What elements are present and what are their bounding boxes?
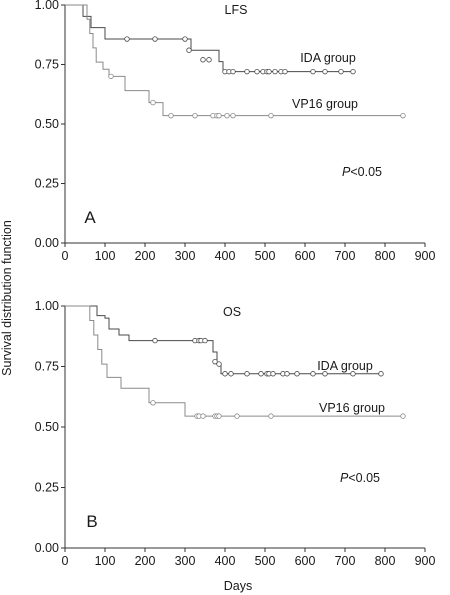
censored-marker: [212, 358, 218, 365]
censored-marker: [150, 400, 156, 406]
censored-marker: [224, 112, 230, 119]
x-tick-label: 700: [335, 554, 356, 568]
x-tick-label: 800: [375, 249, 396, 263]
y-axis-label: Survival distribution function: [0, 220, 14, 376]
censored-marker: [200, 57, 206, 63]
y-tick-label: 0.50: [35, 420, 59, 434]
censored-marker: [400, 413, 406, 419]
x-tick-label: 500: [255, 554, 276, 568]
censored-marker: [152, 337, 158, 344]
censored-marker: [234, 413, 240, 419]
censored-marker: [266, 68, 272, 75]
y-tick-label: 1.00: [35, 0, 59, 12]
series-label-vp16-group: VP16 group: [319, 401, 385, 415]
censored-marker: [270, 371, 276, 377]
y-tick-label: 0.25: [35, 481, 59, 495]
x-tick-label: 300: [175, 249, 196, 263]
x-tick-label: 100: [95, 249, 116, 263]
x-tick-label: 400: [215, 249, 236, 263]
x-tick-label: 700: [335, 249, 356, 263]
censored-marker: [228, 371, 234, 377]
censored-marker: [294, 371, 300, 377]
panel-label: B: [86, 512, 97, 531]
x-tick-label: 900: [415, 554, 436, 568]
x-tick-label: 800: [375, 554, 396, 568]
censored-marker: [202, 337, 208, 344]
chart-title: OS: [223, 305, 241, 319]
x-tick-label: 200: [135, 249, 156, 263]
censored-marker: [268, 112, 274, 119]
censored-marker: [310, 68, 316, 75]
y-tick-label: 0.00: [35, 541, 59, 555]
censored-marker: [230, 112, 236, 119]
censored-marker: [192, 112, 198, 119]
chart-panel-a: 0 100 200 300 400 500 600 700 800 900 0.00 0.25 0.50…: [35, 0, 436, 263]
x-tick-label: 600: [295, 554, 316, 568]
censored-marker: [258, 371, 264, 377]
x-tick-label: 100: [95, 554, 116, 568]
panel-label: A: [84, 208, 96, 227]
censored-marker: [350, 68, 356, 75]
censored-marker: [244, 68, 250, 75]
censored-marker: [268, 413, 274, 419]
chart-panel-b: 0 100 200 300 400 500 600 700 800 900 0.00 0.25 0.50…: [35, 299, 436, 568]
censored-marker: [152, 36, 158, 42]
censored-marker: [216, 112, 222, 119]
x-tick-label: 600: [295, 249, 316, 263]
censored-marker: [322, 371, 328, 377]
y-tick-label: 1.00: [35, 299, 59, 313]
x-tick-label: 500: [255, 249, 276, 263]
censored-marker: [222, 371, 228, 377]
censored-marker: [200, 413, 206, 419]
censored-marker: [124, 36, 130, 42]
chart-title: LFS: [225, 3, 248, 17]
censored-marker: [400, 112, 406, 119]
x-tick-label: 0: [62, 249, 69, 263]
x-axis-label: Days: [224, 579, 252, 593]
y-tick-label: 0.00: [35, 236, 59, 250]
censored-marker: [378, 371, 384, 377]
censored-marker: [338, 68, 344, 75]
x-tick-label: 300: [175, 554, 196, 568]
p-value-annotation: P<0.05: [342, 165, 382, 179]
censored-marker: [108, 73, 114, 80]
censored-marker: [186, 47, 192, 53]
x-tick-label: 900: [415, 249, 436, 263]
x-tick-label: 200: [135, 554, 156, 568]
p-value-annotation: P<0.05: [340, 471, 380, 485]
series-label-vp16-group: VP16 group: [292, 97, 358, 111]
series-label-ida-group: IDA group: [300, 51, 356, 65]
y-tick-label: 0.75: [35, 58, 59, 72]
x-tick-label: 0: [62, 554, 69, 568]
censored-marker: [284, 371, 290, 377]
series-label-ida-group: IDA group: [317, 359, 373, 373]
censored-marker: [350, 371, 356, 377]
survival-curve-ida-group: [65, 4, 353, 73]
x-tick-label: 400: [215, 554, 236, 568]
censored-marker: [322, 68, 328, 75]
censored-marker: [282, 68, 288, 75]
censored-marker: [272, 68, 278, 75]
censored-marker: [310, 371, 316, 377]
censored-marker: [150, 99, 156, 106]
y-tick-label: 0.75: [35, 360, 59, 374]
censored-marker: [206, 57, 212, 63]
censored-marker: [244, 371, 250, 377]
survival-curve-vp16-group: [65, 4, 403, 117]
censored-marker: [182, 36, 188, 42]
censored-marker: [230, 68, 236, 75]
censored-marker: [216, 361, 222, 367]
y-tick-label: 0.50: [35, 117, 59, 131]
censored-marker: [254, 68, 260, 75]
y-tick-label: 0.25: [35, 177, 59, 191]
censored-marker: [216, 413, 222, 419]
censored-marker: [168, 112, 174, 119]
